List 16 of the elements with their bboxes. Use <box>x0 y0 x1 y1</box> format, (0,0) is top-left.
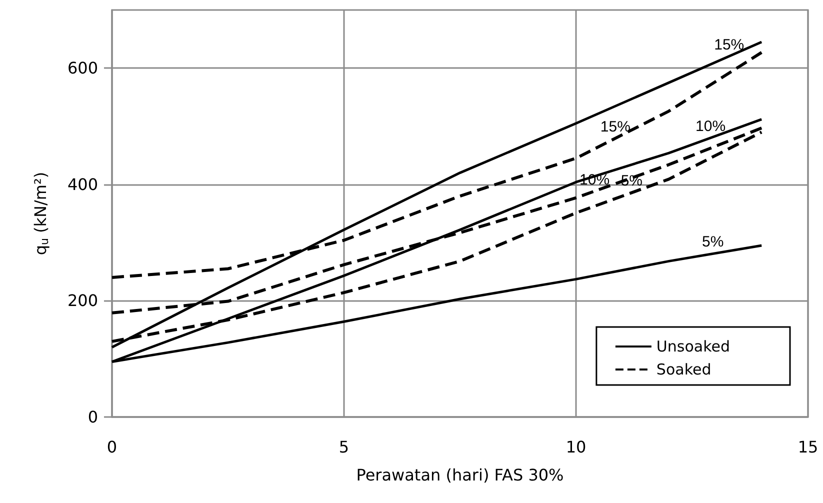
y-tick-label: 200 <box>67 291 98 310</box>
annotation: 15% <box>600 118 630 136</box>
x-tick-label: 0 <box>106 438 118 456</box>
y-tick-label: 0 <box>88 408 98 426</box>
y-axis-title: qu (kN/m²) <box>31 172 51 256</box>
x-axis-title: Perawatan (hari) FAS 30% <box>356 466 564 484</box>
x-tick-label: 10 <box>566 438 586 456</box>
annotation: 15% <box>714 36 744 54</box>
y-tick-label: 600 <box>67 58 98 78</box>
legend-label: Soaked <box>656 360 712 378</box>
annotation: 10% <box>696 118 726 135</box>
x-tick-label: 15 <box>798 438 818 456</box>
x-tick-label: 5 <box>338 438 350 456</box>
annotation: 5% <box>702 234 724 251</box>
legend-label: Unsoaked <box>656 338 730 356</box>
y-tick-label: 400 <box>67 174 98 194</box>
